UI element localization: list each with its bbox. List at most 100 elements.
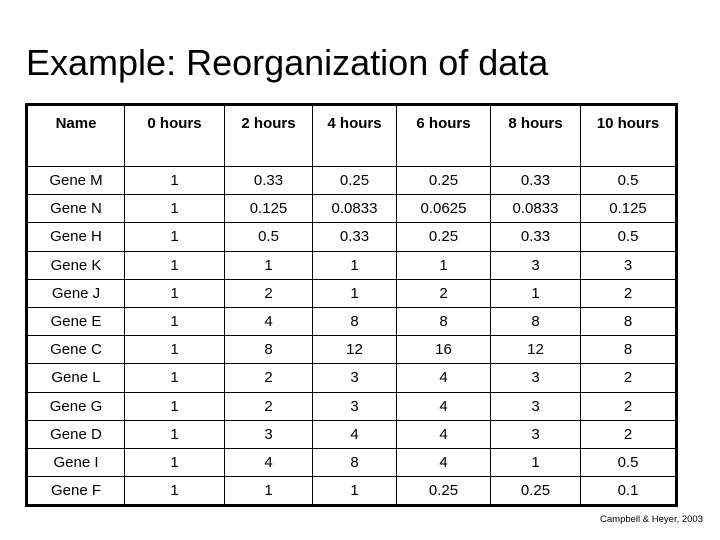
value-cell: 4 xyxy=(396,419,491,449)
header-cell-6-hours: 6 hours xyxy=(396,104,491,167)
value-cell: 0.25 xyxy=(490,476,581,507)
value-cell: 4 xyxy=(396,391,491,421)
value-cell: 4 xyxy=(396,447,491,478)
value-cell: 1 xyxy=(312,476,397,507)
value-cell: 0.25 xyxy=(396,476,491,507)
value-cell: 0.33 xyxy=(312,222,397,252)
value-cell: 4 xyxy=(396,363,491,393)
value-cell: 3 xyxy=(490,250,581,280)
header-cell-name: Name xyxy=(26,104,125,167)
value-cell: 1 xyxy=(124,335,225,365)
gene-name-cell: Gene D xyxy=(26,419,125,449)
value-cell: 0.33 xyxy=(490,222,581,252)
value-cell: 1 xyxy=(124,222,225,252)
value-cell: 1 xyxy=(312,250,397,280)
header-cell-10-hours: 10 hours xyxy=(580,104,677,167)
table-row: Gene N 1 0.125 0.0833 0.0625 0.0833 0.125 xyxy=(26,194,677,224)
value-cell: 1 xyxy=(124,363,225,393)
value-cell: 1 xyxy=(124,391,225,421)
gene-name-cell: Gene L xyxy=(26,363,125,393)
value-cell: 0.0833 xyxy=(312,194,397,224)
value-cell: 0.33 xyxy=(224,165,313,196)
value-cell: 0.5 xyxy=(224,222,313,252)
value-cell: 3 xyxy=(580,250,677,280)
table-row: Gene C 1 8 12 16 12 8 xyxy=(26,335,677,365)
value-cell: 8 xyxy=(396,306,491,337)
value-cell: 2 xyxy=(580,419,677,449)
value-cell: 1 xyxy=(124,194,225,224)
table-row: Gene M 1 0.33 0.25 0.25 0.33 0.5 xyxy=(26,165,677,196)
value-cell: 8 xyxy=(580,335,677,365)
value-cell: 2 xyxy=(580,363,677,393)
value-cell: 2 xyxy=(224,391,313,421)
value-cell: 0.0833 xyxy=(490,194,581,224)
value-cell: 4 xyxy=(224,447,313,478)
value-cell: 0.1 xyxy=(580,476,677,507)
value-cell: 12 xyxy=(312,335,397,365)
page-title: Example: Reorganization of data xyxy=(26,42,549,83)
table-row: Gene F 1 1 1 0.25 0.25 0.1 xyxy=(26,476,677,507)
value-cell: 3 xyxy=(490,363,581,393)
value-cell: 3 xyxy=(312,363,397,393)
header-cell-2-hours: 2 hours xyxy=(224,104,313,167)
gene-name-cell: Gene M xyxy=(26,165,125,196)
value-cell: 0.33 xyxy=(490,165,581,196)
gene-name-cell: Gene J xyxy=(26,278,125,308)
value-cell: 0.125 xyxy=(580,194,677,224)
value-cell: 1 xyxy=(124,306,225,337)
value-cell: 0.125 xyxy=(224,194,313,224)
value-cell: 12 xyxy=(490,335,581,365)
value-cell: 1 xyxy=(490,278,581,308)
gene-name-cell: Gene H xyxy=(26,222,125,252)
value-cell: 1 xyxy=(124,419,225,449)
gene-name-cell: Gene N xyxy=(26,194,125,224)
value-cell: 1 xyxy=(312,278,397,308)
gene-name-cell: Gene K xyxy=(26,250,125,280)
gene-name-cell: Gene G xyxy=(26,391,125,421)
value-cell: 3 xyxy=(312,391,397,421)
gene-name-cell: Gene E xyxy=(26,306,125,337)
value-cell: 2 xyxy=(224,363,313,393)
value-cell: 0.0625 xyxy=(396,194,491,224)
value-cell: 8 xyxy=(490,306,581,337)
value-cell: 2 xyxy=(396,278,491,308)
value-cell: 0.5 xyxy=(580,222,677,252)
value-cell: 0.25 xyxy=(312,165,397,196)
header-cell-4-hours: 4 hours xyxy=(312,104,397,167)
value-cell: 3 xyxy=(490,391,581,421)
table-row: Gene I 1 4 8 4 1 0.5 xyxy=(26,447,677,478)
value-cell: 1 xyxy=(124,165,225,196)
value-cell: 4 xyxy=(312,419,397,449)
value-cell: 1 xyxy=(396,250,491,280)
value-cell: 8 xyxy=(224,335,313,365)
value-cell: 3 xyxy=(490,419,581,449)
value-cell: 8 xyxy=(312,447,397,478)
value-cell: 1 xyxy=(490,447,581,478)
value-cell: 1 xyxy=(124,250,225,280)
value-cell: 16 xyxy=(396,335,491,365)
value-cell: 2 xyxy=(580,278,677,308)
value-cell: 4 xyxy=(224,306,313,337)
table-header: Name 0 hours 2 hours 4 hours 6 hours 8 hours 1… xyxy=(26,104,677,167)
value-cell: 3 xyxy=(224,419,313,449)
table-row: Gene H 1 0.5 0.33 0.25 0.33 0.5 xyxy=(26,222,677,252)
table-body: Gene M 1 0.33 0.25 0.25 0.33 0.5 Gene N 1 0.125 0.… xyxy=(26,165,677,507)
value-cell: 1 xyxy=(124,476,225,507)
gene-name-cell: Gene F xyxy=(26,476,125,507)
value-cell: 1 xyxy=(224,476,313,507)
value-cell: 0.25 xyxy=(396,222,491,252)
citation: Campbell & Heyer, 2003 xyxy=(600,514,703,525)
value-cell: 0.5 xyxy=(580,165,677,196)
value-cell: 1 xyxy=(124,447,225,478)
gene-expression-table: Name 0 hours 2 hours 4 hours 6 hours 8 hours 1… xyxy=(25,103,678,508)
value-cell: 8 xyxy=(312,306,397,337)
value-cell: 0.25 xyxy=(396,165,491,196)
value-cell: 1 xyxy=(224,250,313,280)
header-cell-0-hours: 0 hours xyxy=(124,104,225,167)
